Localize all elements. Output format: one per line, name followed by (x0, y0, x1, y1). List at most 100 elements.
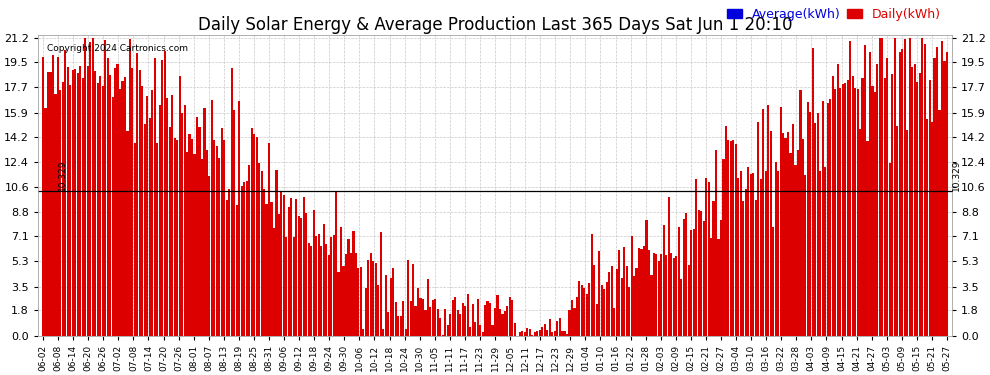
Bar (542, 327, 544, 336)
Bar (762, 109, 764, 336)
Bar (124, 77, 126, 336)
Bar (854, 88, 856, 336)
Bar (370, 253, 372, 336)
Bar (325, 243, 327, 336)
Bar (608, 272, 610, 336)
Bar (665, 255, 667, 336)
Bar (718, 238, 720, 336)
Bar (581, 285, 583, 336)
Bar (129, 39, 131, 336)
Bar (168, 127, 170, 336)
Bar (506, 306, 509, 336)
Bar (881, 38, 883, 336)
Bar (241, 186, 243, 336)
Bar (250, 128, 252, 336)
Bar (723, 159, 725, 336)
Bar (109, 75, 111, 336)
Bar (246, 181, 248, 336)
Bar (894, 38, 896, 336)
Bar (759, 179, 761, 336)
Bar (42, 57, 45, 336)
Bar (631, 236, 633, 336)
Bar (400, 316, 402, 336)
Bar (280, 191, 282, 336)
Bar (827, 104, 829, 336)
Bar (442, 335, 444, 336)
Bar (221, 128, 223, 336)
Bar (871, 86, 873, 336)
Bar (573, 309, 575, 336)
Bar (586, 294, 588, 336)
Bar (213, 140, 216, 336)
Bar (415, 306, 417, 336)
Bar (211, 100, 213, 336)
Bar (874, 93, 876, 336)
Title: Daily Solar Energy & Average Production Last 365 Days Sat Jun 1 20:10: Daily Solar Energy & Average Production … (198, 16, 792, 34)
Bar (430, 307, 432, 336)
Bar (364, 288, 367, 336)
Bar (645, 220, 647, 336)
Bar (234, 110, 236, 336)
Bar (749, 174, 751, 336)
Bar (208, 176, 211, 336)
Bar (446, 325, 448, 336)
Bar (566, 334, 568, 336)
Bar (849, 41, 851, 336)
Bar (74, 69, 76, 336)
Bar (417, 288, 419, 336)
Bar (710, 238, 712, 336)
Bar (114, 68, 116, 336)
Bar (757, 122, 759, 336)
Bar (354, 253, 357, 336)
Bar (596, 304, 598, 336)
Bar (911, 66, 913, 336)
Bar (934, 58, 936, 336)
Bar (551, 332, 553, 336)
Bar (303, 196, 305, 336)
Bar (375, 263, 377, 336)
Bar (427, 279, 429, 336)
Bar (708, 182, 710, 336)
Bar (134, 143, 136, 336)
Bar (904, 39, 906, 336)
Bar (469, 327, 471, 336)
Bar (884, 78, 886, 336)
Bar (504, 311, 506, 336)
Bar (742, 201, 744, 336)
Bar (338, 273, 340, 336)
Bar (618, 250, 620, 336)
Bar (767, 105, 769, 336)
Bar (769, 130, 771, 336)
Bar (206, 150, 208, 336)
Bar (104, 40, 106, 336)
Bar (943, 62, 945, 336)
Bar (47, 72, 50, 336)
Bar (410, 301, 412, 336)
Bar (183, 105, 186, 336)
Bar (437, 309, 439, 336)
Bar (425, 310, 427, 336)
Bar (367, 261, 369, 336)
Bar (387, 312, 389, 336)
Bar (466, 294, 468, 336)
Bar (655, 254, 657, 336)
Bar (405, 328, 407, 336)
Bar (156, 143, 158, 336)
Bar (830, 99, 832, 336)
Text: 10.329: 10.329 (58, 159, 67, 191)
Bar (349, 253, 352, 336)
Bar (501, 314, 504, 336)
Bar (698, 210, 700, 336)
Bar (794, 165, 797, 336)
Bar (464, 306, 466, 336)
Bar (616, 269, 618, 336)
Bar (546, 330, 548, 336)
Bar (668, 196, 670, 336)
Bar (392, 267, 394, 336)
Bar (926, 119, 929, 336)
Bar (144, 124, 146, 336)
Bar (432, 300, 434, 336)
Bar (606, 282, 608, 336)
Bar (479, 324, 481, 336)
Bar (64, 50, 66, 336)
